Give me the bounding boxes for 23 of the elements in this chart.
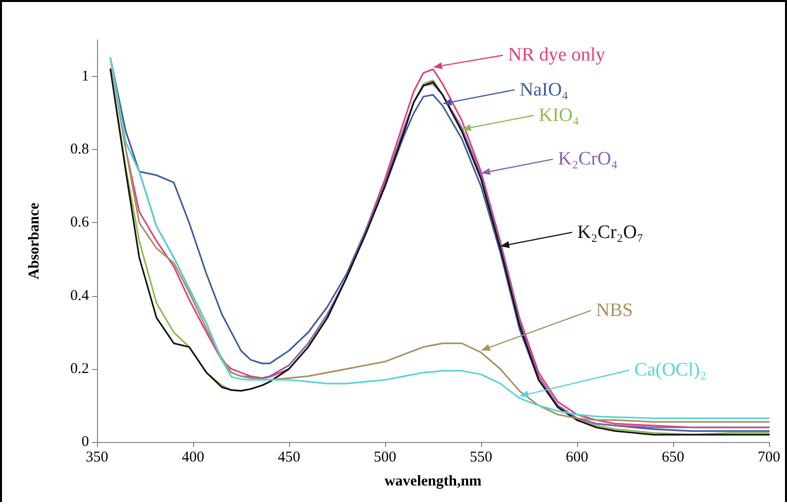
y-tick-label: 0.2 <box>70 360 89 377</box>
x-tick-label: 700 <box>758 450 780 466</box>
x-tick-label: 500 <box>374 450 396 466</box>
y-tick-label: 1 <box>82 68 89 85</box>
y-tick-label: 0.6 <box>70 214 90 231</box>
series-label: Ca(OCl)₂ <box>634 360 706 381</box>
legend-label: KIO₄ <box>538 104 580 126</box>
legend-label: K₂Cr₂O₇ <box>577 222 644 243</box>
x-tick-label: 400 <box>182 450 204 466</box>
x-tick-label: 550 <box>470 450 492 466</box>
legend-label: NaIO₄ <box>520 79 568 100</box>
legend-label: K₂CrO₄ <box>558 148 618 170</box>
y-axis-title: Absorbance <box>26 202 42 280</box>
y-tick-label: 0 <box>82 434 89 450</box>
x-tick-label: 350 <box>86 450 108 466</box>
x-tick-label: 600 <box>566 450 588 466</box>
x-axis-title: wavelength,nm <box>384 474 482 490</box>
x-tick-label: 450 <box>278 450 300 466</box>
x-tick-label: 650 <box>662 450 684 466</box>
text: NBS <box>596 300 633 321</box>
legend-label: NR dye only <box>508 44 606 66</box>
y-tick-label: 0.4 <box>70 288 90 304</box>
y-tick-label: 0.8 <box>70 142 89 158</box>
